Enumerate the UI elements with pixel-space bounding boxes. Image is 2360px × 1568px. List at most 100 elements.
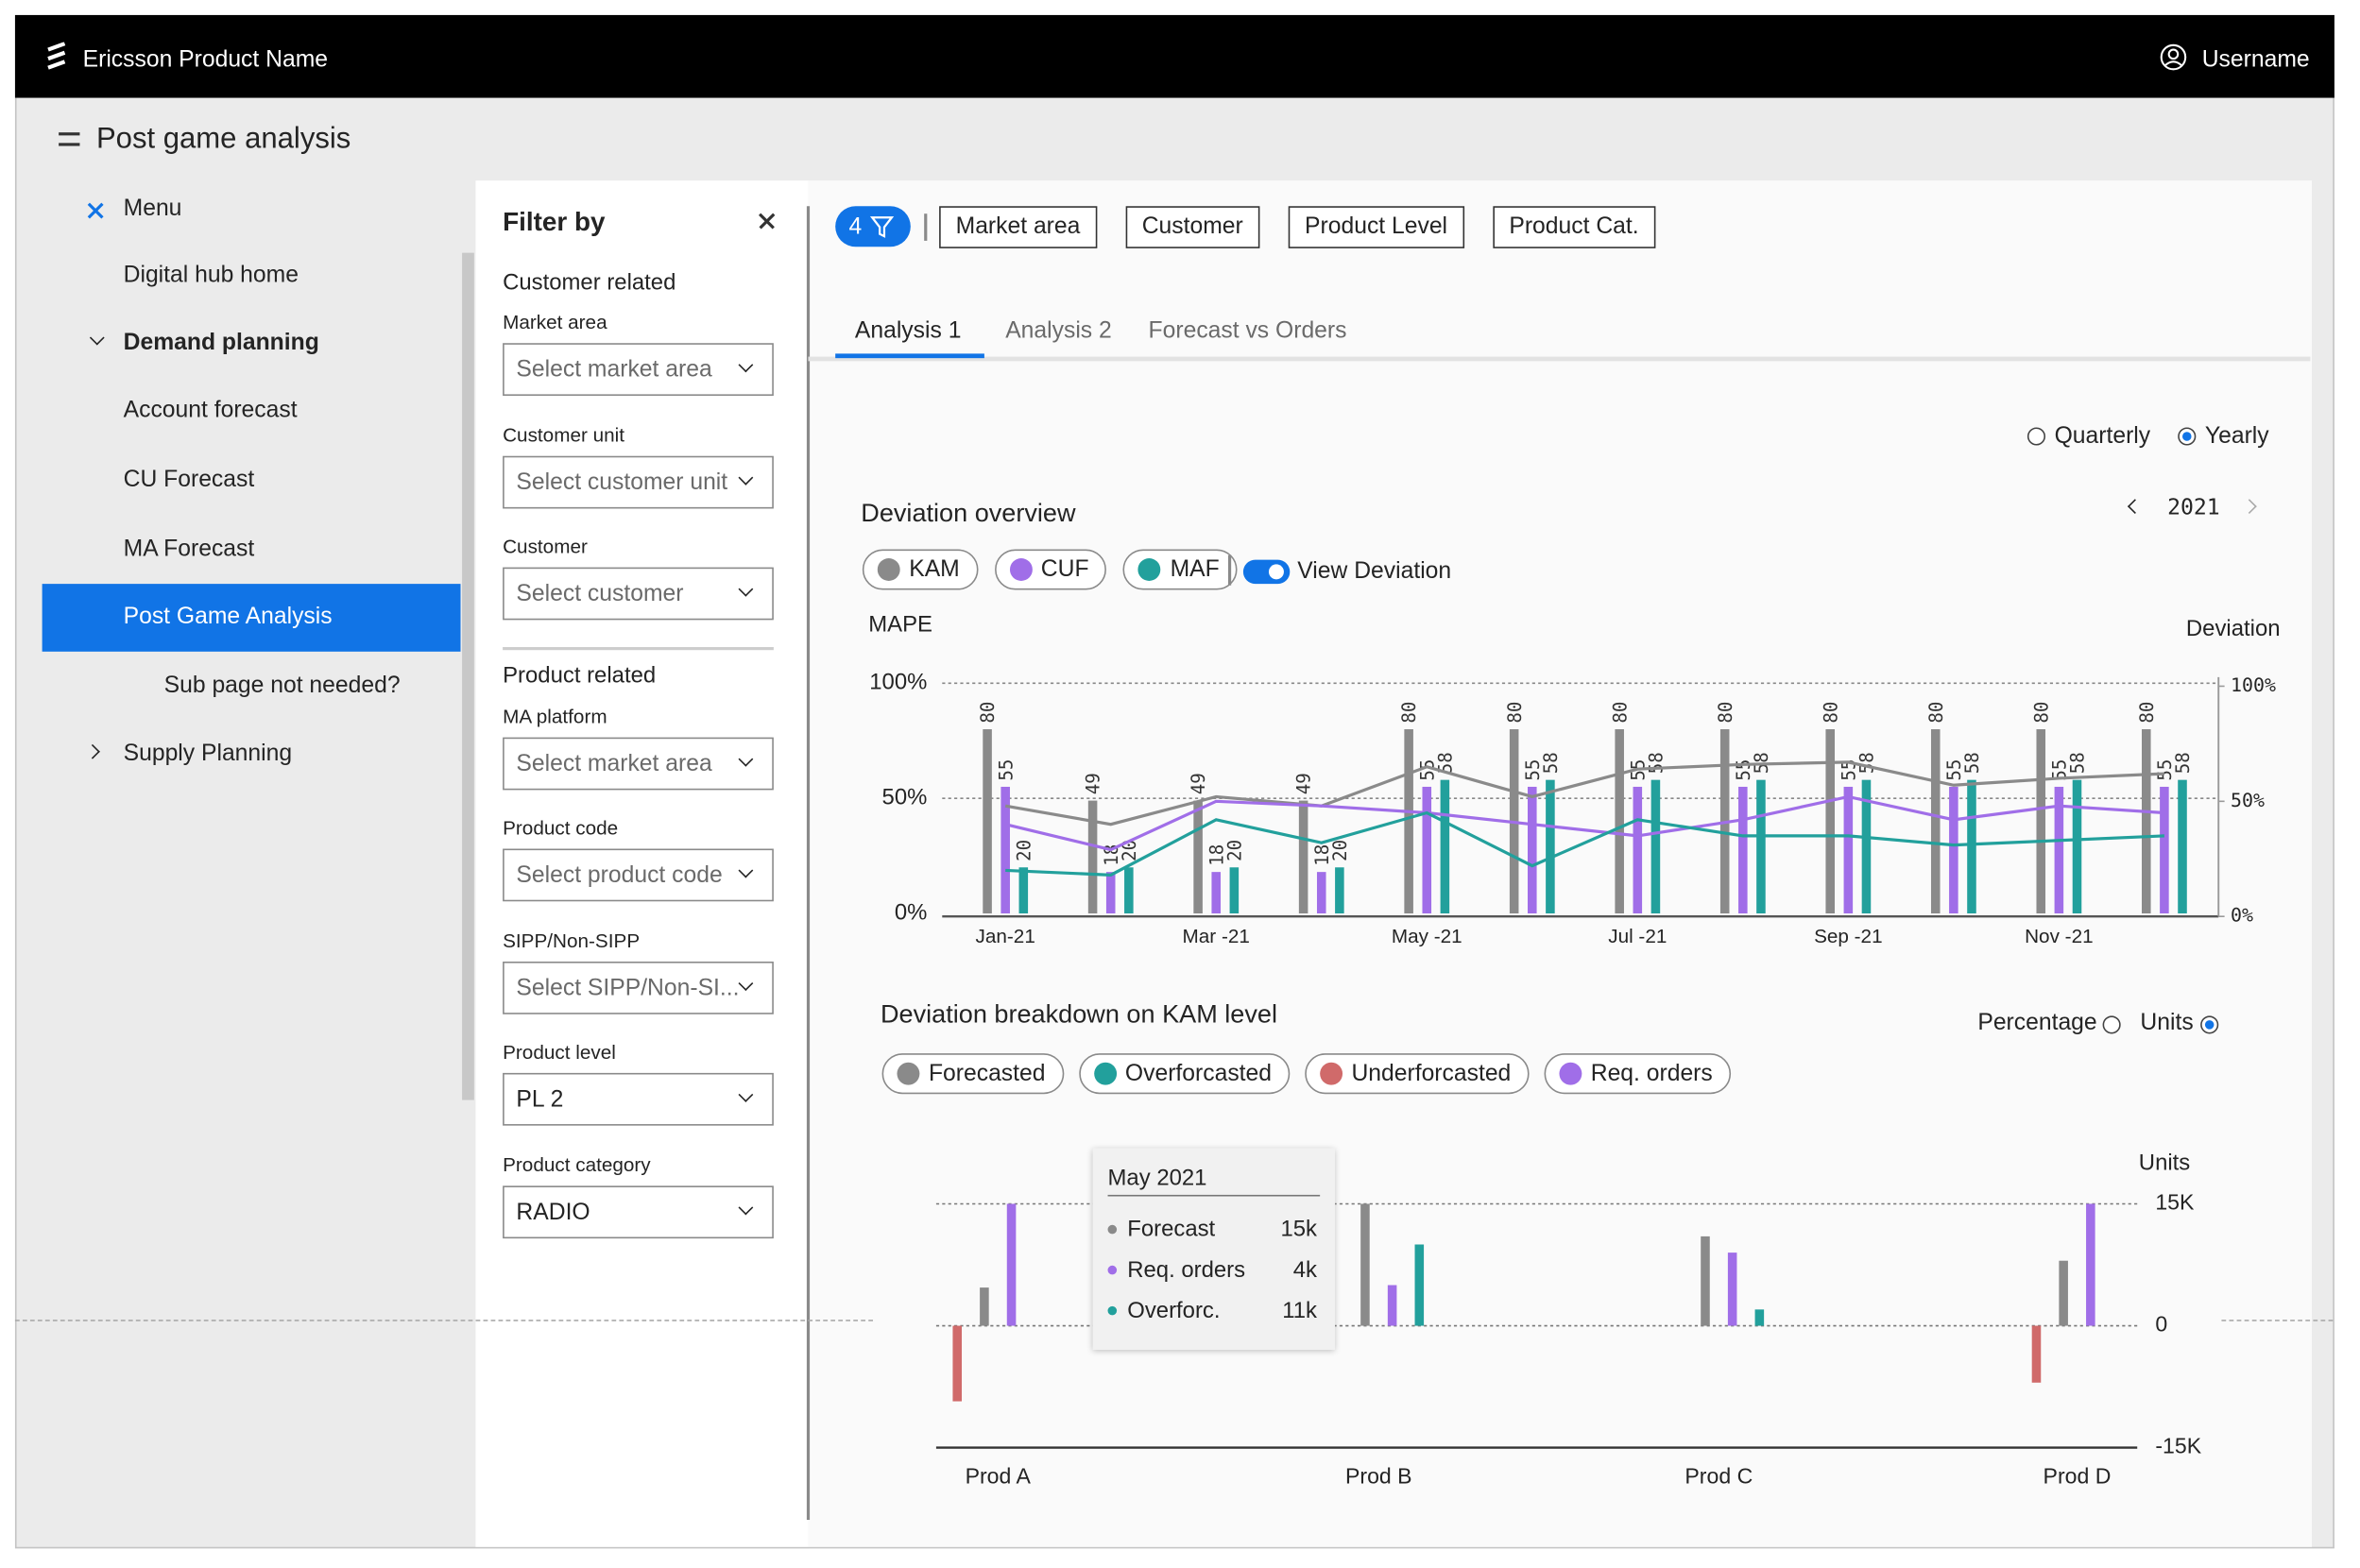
tooltip-dot: [1107, 1265, 1118, 1275]
bar-value-label: 80: [1609, 702, 1631, 724]
bar-value-label: 18: [1311, 844, 1333, 866]
bar-value-label: 55: [1943, 759, 1965, 781]
menu-item[interactable]: Account forecast: [123, 397, 298, 424]
legend-chip[interactable]: Forecasted: [881, 1053, 1064, 1095]
divider: [806, 206, 810, 1521]
user-icon: [2160, 43, 2187, 71]
radio-label[interactable]: Yearly: [2204, 423, 2269, 450]
toggle-knob: [1268, 564, 1284, 580]
bar: [1738, 786, 1748, 914]
bar: [1404, 729, 1413, 914]
legend-chip[interactable]: CUF: [994, 549, 1107, 590]
legend: KAM CUF MAF: [862, 549, 1238, 590]
bar: [1633, 786, 1643, 914]
legend-dot: [1093, 1062, 1117, 1085]
select[interactable]: [503, 848, 774, 902]
radio-label[interactable]: Percentage: [1977, 1010, 2097, 1036]
hamburger-line[interactable]: [59, 143, 80, 146]
chart-title: Deviation overview: [861, 499, 1076, 528]
bar-value-label: 80: [1715, 702, 1736, 724]
tooltip-dot: [1107, 1305, 1118, 1316]
menu-item[interactable]: Sub page not needed?: [163, 673, 401, 699]
legend-label: Forecasted: [928, 1060, 1046, 1086]
bar: [1229, 867, 1240, 914]
filter-chip[interactable]: Product Level: [1288, 206, 1464, 248]
select[interactable]: [503, 1072, 774, 1126]
y2-tick-label: 100%: [2231, 674, 2276, 696]
legend-chip[interactable]: Req. orders: [1544, 1053, 1731, 1095]
deviation-line: [1004, 760, 2164, 827]
select[interactable]: [503, 961, 774, 1014]
select[interactable]: [503, 343, 774, 396]
bar: [1440, 779, 1450, 914]
legend-chip[interactable]: MAF: [1123, 549, 1238, 590]
username[interactable]: Username: [2201, 46, 2310, 73]
menu-item[interactable]: Digital hub home: [123, 262, 299, 288]
menu-item[interactable]: CU Forecast: [123, 467, 255, 493]
bar: [1650, 779, 1661, 914]
bar: [2059, 1260, 2068, 1326]
y-tick-label: 50%: [882, 784, 928, 810]
menu-item[interactable]: Demand planning: [123, 330, 319, 356]
bar: [1316, 872, 1326, 914]
hamburger-line[interactable]: [59, 132, 80, 136]
separator: [924, 213, 927, 241]
radio[interactable]: [2102, 1015, 2121, 1034]
legend: Forecasted Overforcasted Underforcasted Req…: [881, 1053, 1731, 1095]
filter-chip[interactable]: Customer: [1125, 206, 1260, 248]
tab[interactable]: Forecast vs Orders: [1148, 317, 1347, 344]
field-label: Market area: [503, 310, 607, 333]
select-value: Select market area: [516, 356, 712, 383]
select-value: Select product code: [516, 861, 723, 888]
radio-label[interactable]: Units: [2140, 1010, 2194, 1036]
bar: [1298, 800, 1308, 914]
tooltip-dot: [1107, 1224, 1118, 1235]
bar: [2160, 786, 2169, 914]
bar-value-label: 49: [1293, 773, 1315, 794]
filter-count-pill[interactable]: 4: [835, 206, 911, 247]
bar-value-label: 55: [2048, 759, 2070, 781]
bar-value-label: 58: [1856, 752, 1878, 774]
radio-dot: [2182, 432, 2192, 441]
bar: [1754, 1309, 1765, 1326]
chart-title: Deviation breakdown on KAM level: [880, 999, 1278, 1029]
select[interactable]: [503, 737, 774, 791]
scrollbar[interactable]: [462, 252, 474, 1100]
bar: [980, 1287, 989, 1326]
legend-dot: [1559, 1062, 1582, 1085]
bar-value-label: 20: [1223, 840, 1245, 861]
bar: [2054, 786, 2064, 914]
x-tick-label: Prod D: [2044, 1464, 2112, 1489]
bar-value-label: 58: [1961, 752, 1983, 774]
toggle-label[interactable]: View Deviation: [1297, 558, 1452, 585]
legend-chip[interactable]: Underforcasted: [1305, 1053, 1530, 1095]
bar-value-label: 80: [1925, 702, 1947, 724]
menu-close-label[interactable]: Menu: [123, 196, 182, 222]
menu-item[interactable]: MA Forecast: [123, 536, 255, 562]
bar: [2072, 779, 2082, 914]
menu-item[interactable]: Post Game Analysis: [123, 604, 333, 630]
select[interactable]: [503, 1185, 774, 1239]
menu-item[interactable]: Supply Planning: [123, 741, 293, 767]
y2-tick-label: 50%: [2231, 790, 2265, 811]
tab[interactable]: Analysis 2: [1005, 317, 1112, 344]
select[interactable]: [503, 455, 774, 509]
radio-label[interactable]: Quarterly: [2054, 423, 2151, 450]
field-label: Product level: [503, 1040, 616, 1064]
legend-chip[interactable]: KAM: [862, 549, 978, 590]
filter-chip[interactable]: Product Cat.: [1492, 206, 1656, 248]
radio[interactable]: [2027, 427, 2046, 446]
filter-chip[interactable]: Market area: [939, 206, 1097, 248]
bar: [1727, 1253, 1737, 1326]
bar: [1546, 779, 1555, 914]
field-label: Product category: [503, 1153, 651, 1177]
tooltip-rule: [1107, 1194, 1321, 1197]
select[interactable]: [503, 567, 774, 621]
active-item[interactable]: [42, 584, 461, 652]
bar-value-label: 55: [995, 759, 1017, 781]
tab[interactable]: Analysis 1: [854, 317, 962, 344]
tooltip-label: Overforc.: [1127, 1298, 1221, 1324]
legend-chip[interactable]: Overforcasted: [1078, 1053, 1291, 1095]
